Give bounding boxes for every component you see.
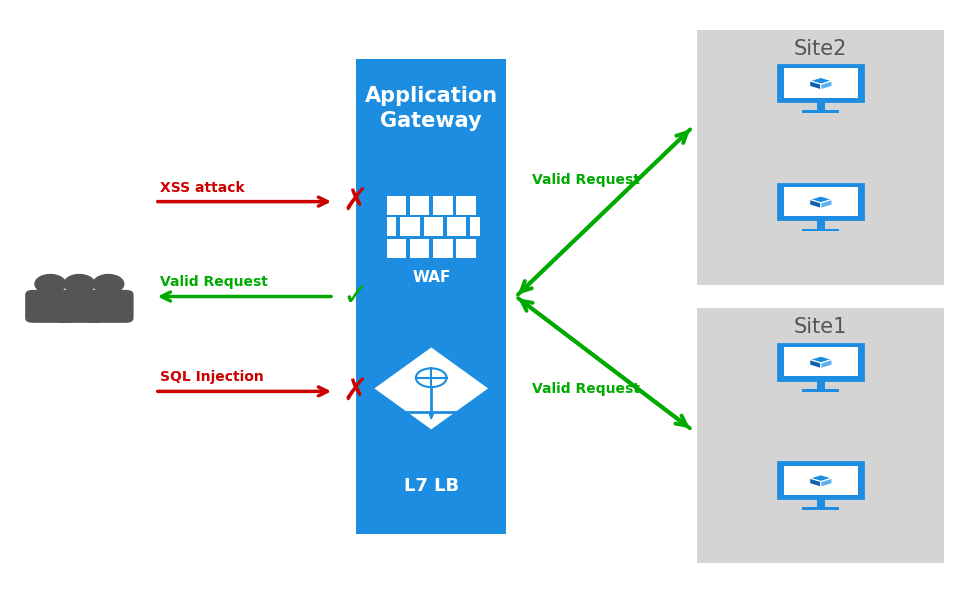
Polygon shape [809, 478, 821, 487]
Bar [778, 184, 863, 219]
Text: L7 LB: L7 LB [404, 477, 459, 495]
Bar [778, 65, 863, 101]
Bar [783, 187, 858, 216]
Bar [410, 239, 430, 258]
Bar [802, 388, 839, 391]
Polygon shape [809, 78, 832, 84]
Text: Valid Request: Valid Request [160, 275, 267, 289]
Text: ✗: ✗ [343, 187, 368, 216]
Polygon shape [821, 359, 832, 368]
Text: Site1: Site1 [794, 317, 847, 337]
Bar [434, 196, 453, 215]
Bar [697, 30, 944, 285]
FancyBboxPatch shape [25, 290, 76, 323]
Bar [387, 239, 407, 258]
Bar [802, 228, 839, 231]
Bar [783, 347, 858, 377]
Polygon shape [809, 359, 821, 368]
Circle shape [93, 275, 124, 294]
Text: Application
Gateway: Application Gateway [365, 86, 498, 131]
Bar [817, 101, 825, 110]
Text: ✗: ✗ [343, 377, 368, 406]
Bar [802, 110, 839, 113]
Polygon shape [821, 478, 832, 487]
Text: SQL Injection: SQL Injection [160, 370, 263, 384]
Bar [817, 380, 825, 388]
Bar [424, 217, 443, 237]
Text: Valid Request: Valid Request [531, 382, 640, 397]
Text: Valid Request: Valid Request [531, 173, 640, 187]
Bar [410, 196, 430, 215]
Circle shape [64, 275, 95, 294]
Bar [778, 463, 863, 498]
Bar [697, 308, 944, 563]
Bar [470, 217, 480, 237]
Polygon shape [821, 81, 832, 90]
Bar [778, 344, 863, 380]
FancyBboxPatch shape [83, 290, 134, 323]
Polygon shape [809, 475, 832, 482]
Bar [783, 68, 858, 98]
FancyBboxPatch shape [54, 290, 105, 323]
Bar [783, 466, 858, 495]
Text: XSS attack: XSS attack [160, 180, 244, 195]
Bar [387, 196, 407, 215]
Polygon shape [809, 199, 821, 208]
Bar [817, 219, 825, 228]
Bar [401, 217, 420, 237]
Polygon shape [809, 196, 832, 203]
Text: Site2: Site2 [794, 39, 847, 59]
Bar [434, 239, 453, 258]
Text: ✓: ✓ [343, 282, 368, 311]
Polygon shape [372, 346, 491, 431]
Text: WAF: WAF [412, 270, 450, 285]
Bar [457, 239, 476, 258]
Bar [457, 196, 476, 215]
Bar [387, 217, 397, 237]
Polygon shape [809, 356, 832, 363]
Polygon shape [821, 199, 832, 208]
Bar [447, 217, 467, 237]
Polygon shape [809, 81, 821, 90]
Circle shape [35, 275, 66, 294]
Bar [817, 498, 825, 507]
Bar [356, 59, 506, 534]
Bar [802, 507, 839, 510]
